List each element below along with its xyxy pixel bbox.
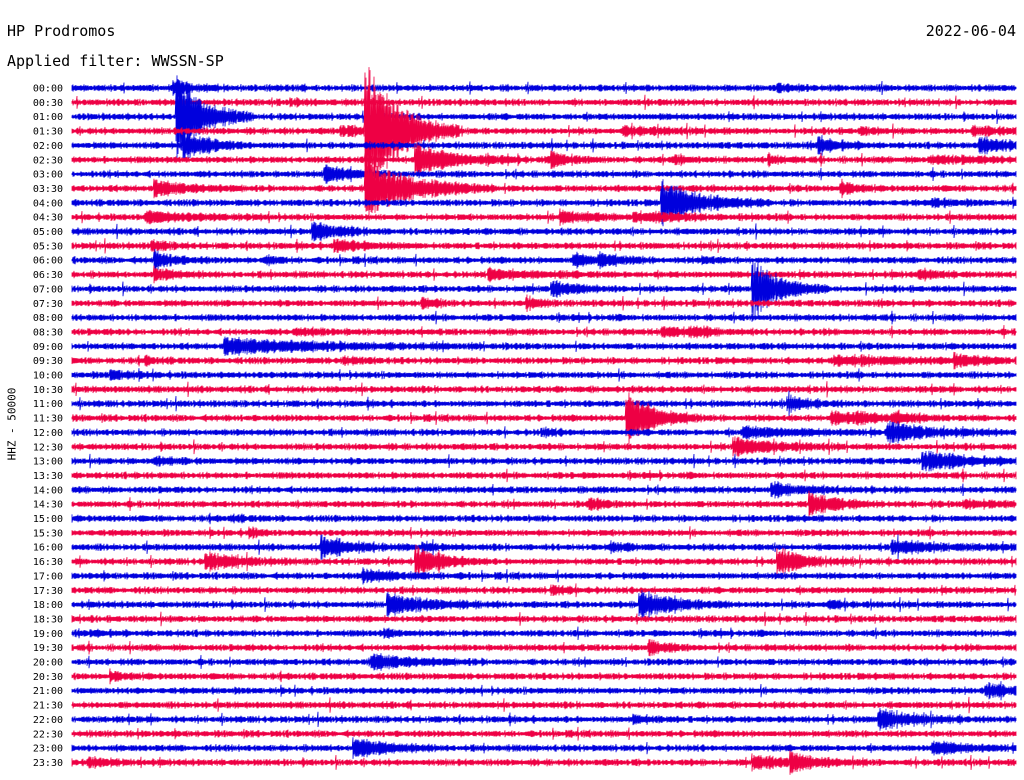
filter-label: Applied filter: WWSSN-SP — [7, 52, 224, 70]
tick-label-0900: 09:00 — [33, 342, 63, 353]
tick-label-2100: 21:00 — [33, 686, 63, 697]
tick-label-0330: 03:30 — [33, 184, 63, 195]
tick-label-2230: 22:30 — [33, 729, 63, 740]
tick-label-1030: 10:30 — [33, 385, 63, 396]
date-label: 2022-06-04 — [925, 22, 1016, 40]
tick-label-1930: 19:30 — [33, 643, 63, 654]
tick-label-0630: 06:30 — [33, 270, 63, 281]
tick-label-2200: 22:00 — [33, 715, 63, 726]
tick-label-1200: 12:00 — [33, 428, 63, 439]
tick-label-group: 00:00 00:30 01:00 01:30 02:00 02:30 03:00 03:30… — [33, 84, 63, 769]
tick-label-0130: 01:30 — [33, 127, 63, 138]
tick-label-0200: 02:00 — [33, 141, 63, 152]
tick-label-1800: 18:00 — [33, 600, 63, 611]
tick-label-0830: 08:30 — [33, 327, 63, 338]
tick-label-0430: 04:30 — [33, 213, 63, 224]
tick-label-0930: 09:30 — [33, 356, 63, 367]
tick-label-1330: 13:30 — [33, 471, 63, 482]
tick-label-0400: 04:00 — [33, 198, 63, 209]
tick-label-2300: 23:00 — [33, 744, 63, 755]
tick-label-0500: 05:00 — [33, 227, 63, 238]
station-title: HP Prodromos — [7, 22, 116, 40]
tick-label-1300: 13:00 — [33, 457, 63, 468]
tick-label-1830: 18:30 — [33, 614, 63, 625]
tick-label-2130: 21:30 — [33, 701, 63, 712]
tick-label-1230: 12:30 — [33, 442, 63, 453]
tick-label-0230: 02:30 — [33, 155, 63, 166]
trace-group — [71, 67, 1017, 775]
tick-label-1000: 10:00 — [33, 371, 63, 382]
tick-label-0730: 07:30 — [33, 299, 63, 310]
tick-label-0700: 07:00 — [33, 284, 63, 295]
tick-label-0030: 00:30 — [33, 98, 63, 109]
tick-label-1900: 19:00 — [33, 629, 63, 640]
tick-label-1500: 15:00 — [33, 514, 63, 525]
tick-label-1700: 17:00 — [33, 571, 63, 582]
tick-label-1600: 16:00 — [33, 543, 63, 554]
tick-label-0600: 06:00 — [33, 256, 63, 267]
tick-label-2330: 23:30 — [33, 758, 63, 769]
tick-label-0000: 00:00 — [33, 84, 63, 95]
tick-label-2000: 20:00 — [33, 658, 63, 669]
tick-label-1430: 14:30 — [33, 500, 63, 511]
tick-label-1400: 14:00 — [33, 485, 63, 496]
tick-label-2030: 20:30 — [33, 672, 63, 683]
tick-label-1730: 17:30 — [33, 586, 63, 597]
tick-label-0100: 01:00 — [33, 112, 63, 123]
tick-label-1630: 16:30 — [33, 557, 63, 568]
tick-label-1530: 15:30 — [33, 528, 63, 539]
tick-label-1100: 11:00 — [33, 399, 63, 410]
tick-label-1130: 11:30 — [33, 414, 63, 425]
tick-label-0530: 05:30 — [33, 241, 63, 252]
tick-label-0300: 03:00 — [33, 170, 63, 181]
tick-label-0800: 08:00 — [33, 313, 63, 324]
